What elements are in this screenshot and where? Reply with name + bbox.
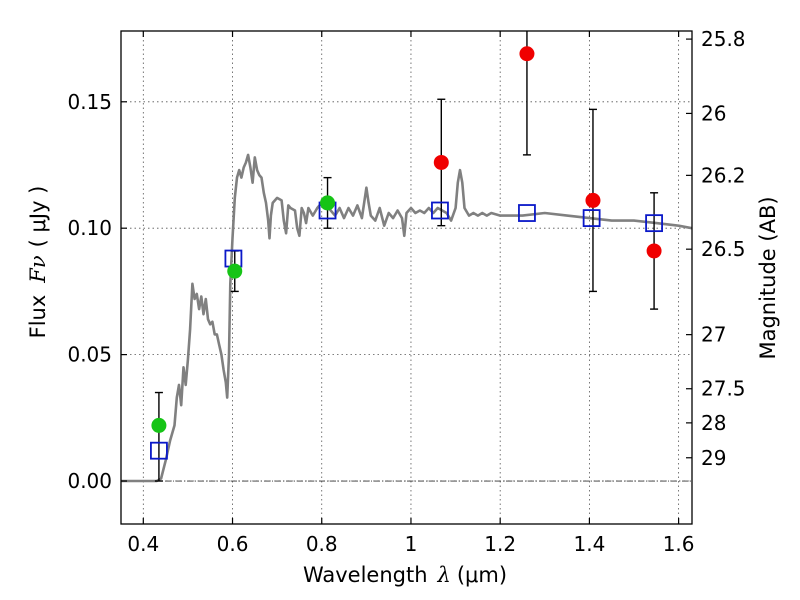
y-tick-label: 0.15	[67, 90, 112, 114]
x-axis-label-unit: (μm)	[457, 563, 507, 587]
grid-lines	[121, 31, 692, 524]
right-tick-label: 25.8	[701, 27, 746, 51]
model-point-marker	[431, 201, 449, 220]
x-axis-label-word: Wavelength	[303, 563, 428, 587]
nir-data-point	[433, 154, 449, 170]
x-tick-label: 1.6	[663, 532, 695, 556]
model-spectrum-line	[121, 153, 692, 483]
x-tick-label: 1.4	[573, 532, 605, 556]
y-tick-label: 0.05	[67, 343, 112, 367]
y-axis-label-symbol: Fν	[26, 255, 50, 284]
plot-area	[121, 31, 692, 524]
model-point-marker	[582, 209, 601, 227]
plot-frame	[120, 30, 693, 525]
right-tick-label: 26.2	[701, 163, 746, 187]
x-tick-label: 1	[405, 532, 418, 556]
right-axis-label: Magnitude (AB)	[756, 196, 780, 359]
optical-data-point	[227, 263, 243, 279]
y-axis-label-unit: ( μJy )	[26, 186, 50, 248]
right-tick-label: 27	[701, 323, 726, 347]
y-tick-label: 0.00	[67, 469, 112, 493]
model-point-marker	[645, 214, 663, 233]
optical-data-point	[320, 195, 336, 211]
x-tick-label: 0.8	[306, 532, 338, 556]
nir-data-point	[519, 46, 535, 62]
x-tick-label: 1.2	[484, 532, 516, 556]
y-axis-label-word: Flux	[26, 295, 50, 339]
nir-data-point	[585, 192, 601, 208]
nir-data-point	[646, 243, 662, 259]
model-spectrum-group	[121, 153, 692, 483]
right-tick-label: 26	[701, 101, 726, 125]
right-tick-label: 28	[701, 411, 726, 435]
x-tick-label: 0.4	[127, 532, 159, 556]
y-axis-label: Flux Fν ( μJy )	[26, 186, 50, 339]
right-axis-ticks: 25.8 26 26.2 26.5 27 27.5 28 29	[686, 27, 746, 470]
optical-data-point	[151, 417, 167, 433]
y-axis-ticks: 0.00 0.05 0.10 0.15	[67, 90, 127, 493]
right-tick-label: 29	[701, 446, 726, 470]
y-tick-label: 0.10	[67, 216, 112, 240]
model-point-marker	[518, 204, 536, 222]
x-axis-label-symbol: λ	[437, 563, 451, 587]
right-tick-label: 27.5	[701, 377, 746, 401]
x-tick-label: 0.6	[217, 532, 249, 556]
x-axis-label: Wavelength λ (μm)	[303, 563, 507, 587]
right-tick-label: 26.5	[701, 237, 746, 261]
x-axis-ticks: 0.4 0.6 0.8 1 1.2 1.4 1.6	[127, 31, 695, 556]
points-group	[150, 46, 663, 460]
model-point-marker	[150, 441, 168, 460]
